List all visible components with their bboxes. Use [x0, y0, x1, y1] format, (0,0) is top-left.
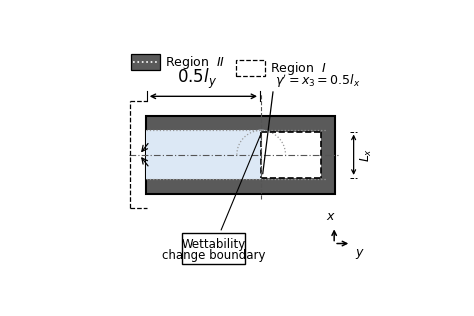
- Text: $0.5l_y$: $0.5l_y$: [177, 67, 217, 91]
- Bar: [146, 116, 336, 194]
- Text: $y$: $y$: [355, 247, 365, 261]
- Text: Region  $\mathit{II}$: Region $\mathit{II}$: [165, 54, 226, 71]
- Bar: [131, 54, 160, 70]
- Text: Region  $\mathit{I}$: Region $\mathit{I}$: [270, 60, 327, 77]
- Text: $x$: $x$: [326, 210, 336, 223]
- Polygon shape: [237, 131, 285, 155]
- Bar: [146, 131, 261, 179]
- Bar: [236, 60, 265, 76]
- Text: $\gamma' = x_3 = 0.5l_x$: $\gamma' = x_3 = 0.5l_x$: [274, 73, 360, 90]
- Bar: [261, 131, 321, 178]
- Text: change boundary: change boundary: [162, 249, 265, 262]
- Text: $L_x$: $L_x$: [358, 148, 374, 162]
- Text: Wettability: Wettability: [182, 238, 246, 251]
- Bar: [182, 233, 246, 264]
